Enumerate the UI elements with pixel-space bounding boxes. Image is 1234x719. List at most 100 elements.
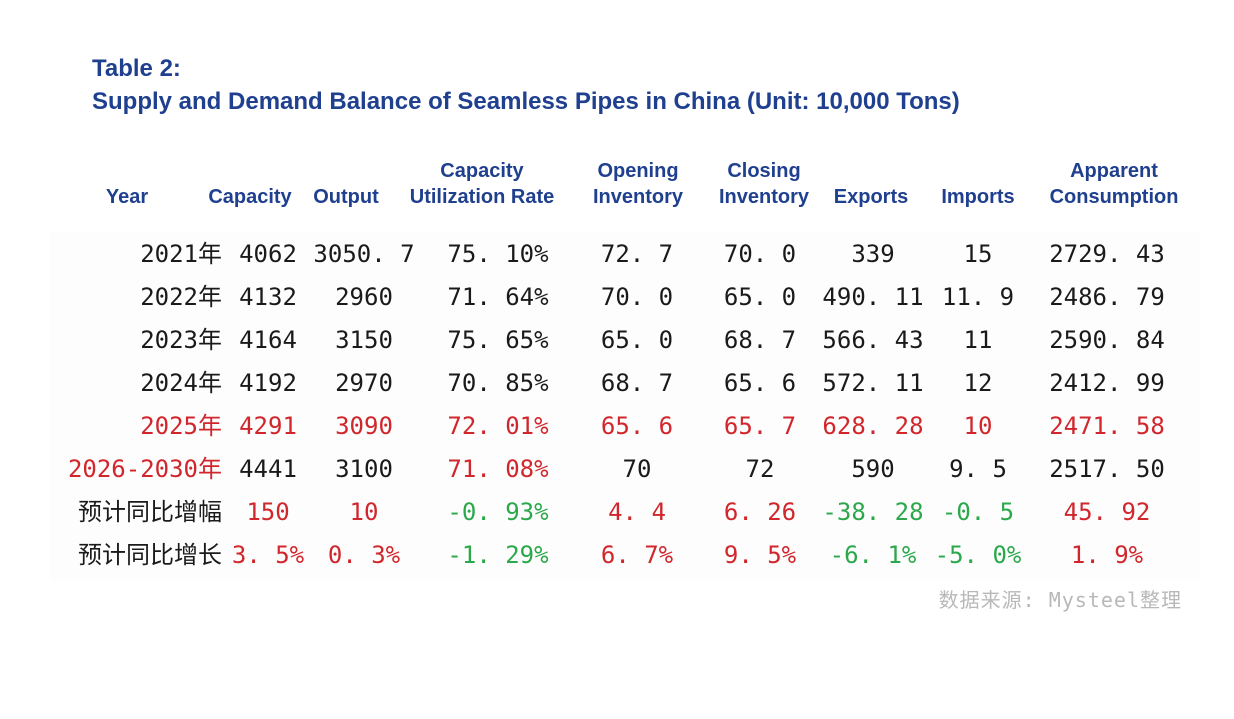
table-cell: 3100 [335,455,393,483]
table-image-background [50,232,1200,580]
table-cell: 3090 [335,412,393,440]
table-cell: 68. 7 [600,369,674,397]
table-cell: 11. 9 [941,283,1015,311]
table-cell: 590 [851,455,895,483]
table-row: 预计同比增幅 150 10 -0. 93% 4. 4 6. 26 -38. 28 -0. 5 4… [0,491,1234,534]
column-header: Apparent Consumption [1050,158,1179,210]
table-row: 2025年 4291 3090 72. 01% 65. 6 65. 7 628. 28 10 2… [0,405,1234,448]
column-header: Exports [834,158,908,210]
table-cell: 9. 5% [723,541,797,569]
table-cell: 15 [963,240,993,268]
column-header: Capacity [208,158,291,210]
table-cell: -1. 29% [447,541,549,569]
column-header-line2: Exports [833,186,909,208]
row-label: 2023年 [140,326,222,354]
column-header-line2: Inventory [592,186,684,208]
column-header: Year [106,158,148,210]
source-note: 数据来源: Mysteel整理 [938,588,1182,612]
column-header-line1 [941,158,1014,184]
table-header: Year Capacity Output Capacity Utilization … [0,150,1234,210]
table-cell: 150 [246,498,290,526]
table-cell: 6. 7% [600,541,674,569]
table-cell: 2729. 43 [1049,240,1165,268]
column-header-line2: Inventory [718,186,810,208]
table-cell: -38. 28 [822,498,924,526]
column-header-line1 [313,158,379,184]
column-header: Opening Inventory [593,158,683,210]
column-header-line1 [208,158,291,184]
table-cell: 2517. 50 [1049,455,1165,483]
column-header-line2: Imports [941,186,1015,208]
table-cell: -0. 5 [941,498,1015,526]
table-cell: 65. 6 [600,412,674,440]
column-header: Imports [941,158,1014,210]
column-header-line2: Output [313,186,379,208]
table-cell: 72 [745,455,775,483]
column-header-line2: Year [105,186,149,208]
column-header-line1: Closing [727,160,801,182]
table-row: 2024年 4192 2970 70. 85% 68. 7 65. 6 572. 11 12 2… [0,362,1234,405]
column-header-line1: Opening [597,160,679,182]
table-cell: 572. 11 [822,369,924,397]
table-cell: 2590. 84 [1049,326,1165,354]
table-row: 预计同比增长 3. 5% 0. 3% -1. 29% 6. 7% 9. 5% -6. 1% -… [0,534,1234,577]
table-cell: 68. 7 [723,326,797,354]
table-cell: 70 [622,455,652,483]
table-cell: 65. 7 [723,412,797,440]
column-header-line1: Apparent [1070,160,1158,182]
table-cell: 71. 08% [447,455,549,483]
row-label: 2025年 [140,412,222,440]
table-cell: 3150 [335,326,393,354]
column-header-line1: Capacity [440,160,524,182]
column-header-line1 [834,158,908,184]
table-cell: 4192 [239,369,297,397]
table-cell: 12 [963,369,993,397]
row-label: 预计同比增长 [78,541,222,569]
table-cell: 4291 [239,412,297,440]
table-cell: 2412. 99 [1049,369,1165,397]
table-cell: 3050. 7 [313,240,415,268]
table-cell: 4132 [239,283,297,311]
table-cell: 70. 85% [447,369,549,397]
table-row: 2026-2030年 4441 3100 71. 08% 70 72 590 9. 5 2517… [0,448,1234,491]
table-cell: 4062 [239,240,297,268]
column-header: Capacity Utilization Rate [410,158,554,210]
table-cell: 4. 4 [608,498,666,526]
table-cell: 2486. 79 [1049,283,1165,311]
column-header-line1 [106,158,148,184]
table-cell: 339 [851,240,895,268]
table-cell: 628. 28 [822,412,924,440]
table-cell: 71. 64% [447,283,549,311]
table-row: 2022年 4132 2960 71. 64% 70. 0 65. 0 490. 11 11.… [0,276,1234,319]
table-cell: 72. 01% [447,412,549,440]
column-header-line2: Capacity [208,186,292,208]
table-cell: -6. 1% [829,541,917,569]
row-label: 2022年 [140,283,222,311]
table-cell: 45. 92 [1063,498,1151,526]
table-cell: 11 [963,326,993,354]
table-cell: 3. 5% [231,541,305,569]
column-header: Closing Inventory [719,158,809,210]
table-cell: 70. 0 [600,283,674,311]
table-cell: 10 [349,498,379,526]
column-header-line2: Utilization Rate [409,186,555,208]
table-cell: -0. 93% [447,498,549,526]
table-cell: 490. 11 [822,283,924,311]
table-cell: 65. 0 [600,326,674,354]
table-cell: 65. 6 [723,369,797,397]
row-label: 2024年 [140,369,222,397]
table-cell: 6. 26 [723,498,797,526]
table-cell: 10 [963,412,993,440]
table-cell: 1. 9% [1070,541,1144,569]
table-cell: 65. 0 [723,283,797,311]
column-header: Output [313,158,379,210]
table-cell: 4164 [239,326,297,354]
row-label: 预计同比增幅 [78,498,222,526]
table-cell: 9. 5 [949,455,1007,483]
table-cell: 2960 [335,283,393,311]
table-cell: 70. 0 [723,240,797,268]
table-row: 2021年 4062 3050. 7 75. 10% 72. 7 70. 0 339 15 27… [0,233,1234,276]
table-cell: 566. 43 [822,326,924,354]
table-cell: -5. 0% [934,541,1022,569]
table-cell: 75. 10% [447,240,549,268]
